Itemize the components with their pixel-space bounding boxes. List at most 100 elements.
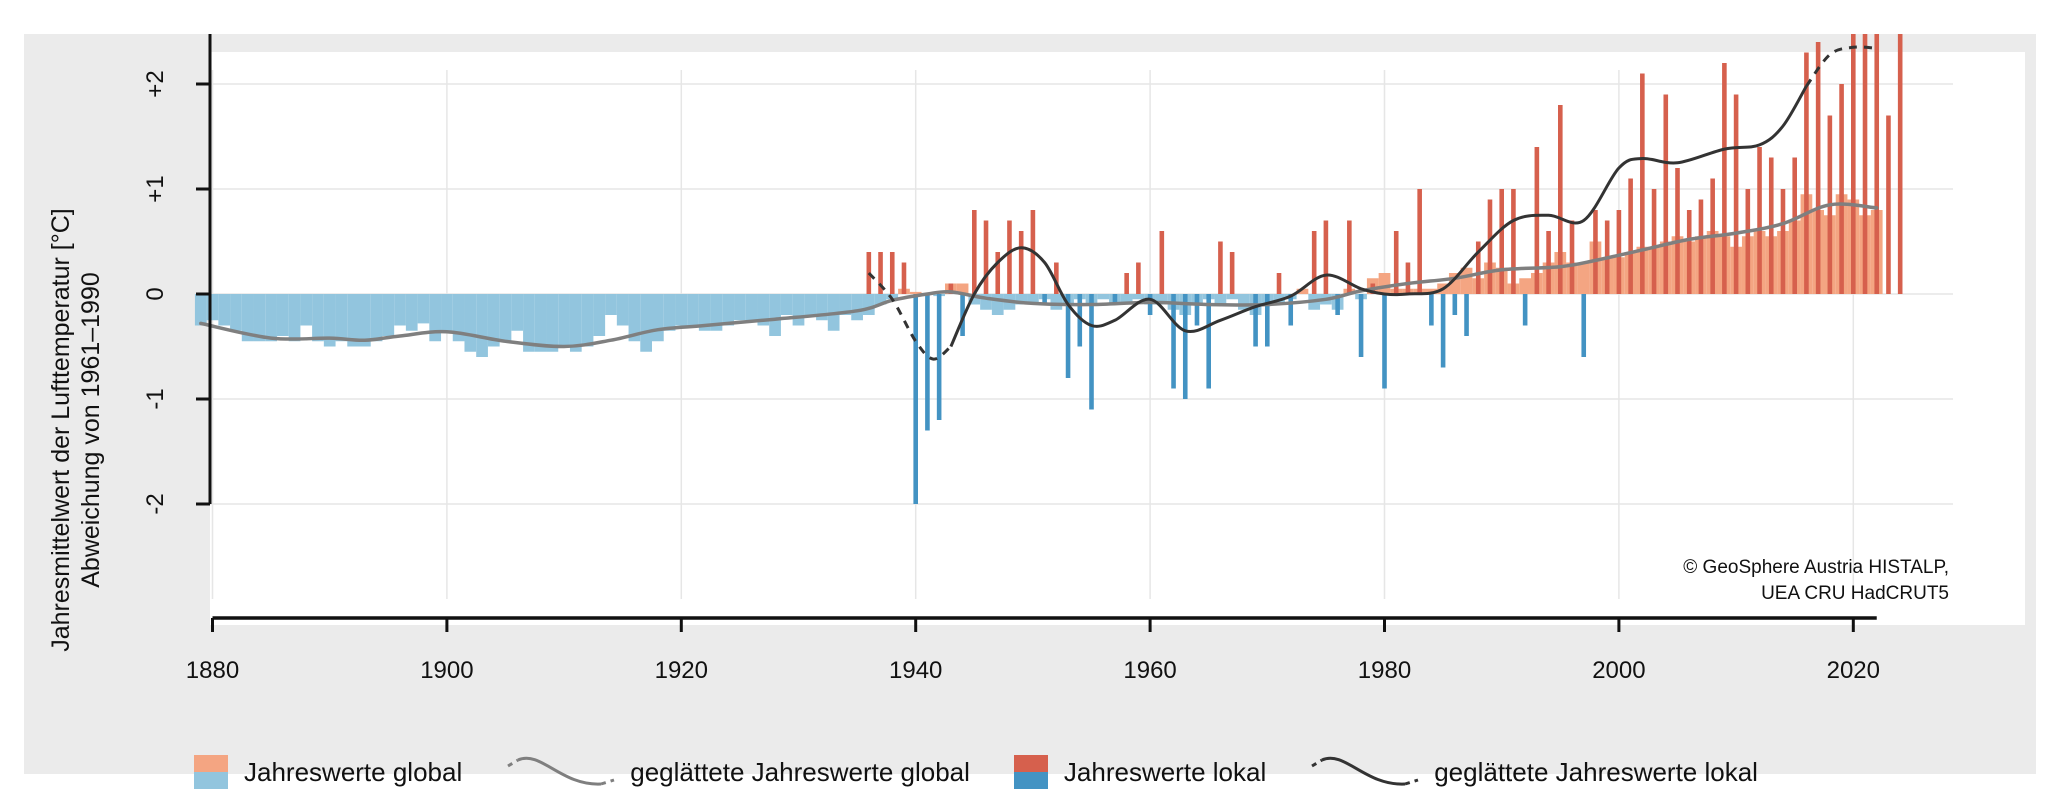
local-bar-2009	[1722, 63, 1727, 294]
global-bar-1973	[1296, 288, 1309, 294]
global-bar-1905	[499, 294, 512, 342]
local-bar-1966	[1218, 241, 1223, 294]
global-bar-1901	[452, 294, 465, 342]
x-tick-label-7: 2020	[1827, 657, 1880, 684]
global-bar-1897	[405, 294, 418, 331]
legend-item-local-smooth: geglättete Jahreswerte lokal	[1310, 754, 1758, 790]
local-bar-1939	[901, 262, 907, 294]
global-bar-1959	[1132, 294, 1145, 300]
global-bar-1956	[1097, 294, 1110, 300]
legend-label-local-bars: Jahreswerte lokal	[1063, 756, 1267, 787]
global-bar-1890	[323, 294, 336, 347]
global-bar-1886	[276, 294, 289, 336]
global-bar-1934	[839, 294, 852, 315]
copyright-line2: UEA CRU HadCRUT5	[1761, 583, 1949, 604]
global-bar-1915	[616, 294, 629, 326]
local-bar-1949	[1018, 231, 1024, 294]
legend-label-global-smooth: geglättete Jahreswerte global	[630, 756, 970, 787]
global-bar-1968	[1238, 294, 1250, 310]
global-bar-1961	[1155, 294, 1168, 305]
legend-item-local-bars: Jahreswerte lokal	[1013, 755, 1267, 789]
global-bar-1967	[1226, 294, 1238, 300]
global-bar-1929	[780, 294, 793, 315]
local-bar-1957	[1112, 294, 1118, 305]
local-bar-1994	[1546, 231, 1551, 294]
local-bar-1988	[1475, 241, 1481, 294]
local-bar-1948	[1007, 220, 1012, 294]
local-bar-2004	[1663, 94, 1669, 294]
local-bar-1987	[1464, 294, 1469, 336]
local-bar-2020	[1851, 34, 1856, 294]
global-bar-1898	[417, 294, 430, 324]
legend-label-local-smooth: geglättete Jahreswerte lokal	[1434, 756, 1758, 787]
local-bar-1963	[1182, 294, 1188, 399]
local-bars-swatch	[1013, 755, 1048, 789]
global-bar-1940	[909, 291, 922, 294]
local-bar-2017	[1815, 42, 1821, 294]
local-bar-1954	[1077, 294, 1083, 347]
x-tick-label-4: 1960	[1123, 657, 1176, 684]
x-tick-label-2: 1920	[655, 657, 708, 684]
global-bar-1912	[581, 294, 594, 347]
local-bar-1976	[1335, 294, 1340, 315]
global-bar-1950	[1027, 294, 1039, 305]
legend-item-global-smooth: geglättete Jahreswerte global	[506, 754, 970, 790]
global-bar-1928	[769, 294, 781, 336]
local-bar-1986	[1452, 294, 1458, 315]
global-bar-1884	[253, 294, 266, 342]
local-bar-2016	[1804, 52, 1809, 294]
local-bar-2014	[1780, 189, 1786, 294]
local-bar-1940	[913, 294, 918, 504]
bars-local	[866, 34, 1903, 504]
local-bar-1984	[1429, 294, 1434, 326]
local-bar-1972	[1288, 294, 1294, 326]
local-bar-1977	[1347, 220, 1352, 294]
global-bar-1931	[804, 294, 817, 315]
global-bar-1924	[722, 294, 735, 326]
local-bar-1962	[1171, 294, 1176, 389]
x-tick-label-1: 1900	[420, 657, 473, 684]
local-bar-1989	[1487, 199, 1493, 294]
local-bar-1942	[936, 294, 942, 420]
global-bar-1918	[652, 294, 664, 342]
local-bar-1996	[1569, 220, 1575, 294]
local-bar-1969	[1253, 294, 1258, 347]
x-tick-label-0: 1880	[186, 657, 239, 684]
local-bar-1993	[1534, 147, 1540, 294]
global-bar-1909	[546, 294, 559, 352]
global-bar-1952	[1050, 294, 1063, 310]
local-bar-1938	[889, 252, 895, 294]
global-bar-1902	[464, 294, 477, 352]
global-bar-1882	[230, 294, 242, 331]
global-bar-1958	[1120, 294, 1133, 305]
y-tick-label-5: -2	[142, 493, 169, 514]
copyright-line1: © GeoSphere Austria HISTALP,	[1683, 557, 1949, 578]
global-bar-1916	[628, 294, 641, 342]
local-bar-1985	[1440, 294, 1446, 368]
y-tick-label-3: 0	[142, 287, 169, 300]
global-bar-1966	[1214, 294, 1227, 305]
smoothed-global-line	[199, 202, 1879, 349]
local-bar-2007	[1698, 199, 1704, 294]
x-tick-label-3: 1940	[889, 657, 942, 684]
local-bar-2015	[1792, 157, 1797, 294]
global-bar-1947	[991, 294, 1004, 315]
local-bar-2003	[1651, 189, 1657, 294]
global-bar-1914	[605, 294, 617, 315]
global-bar-1926	[745, 294, 758, 321]
global-bar-1922	[698, 294, 711, 331]
global-bar-1927	[757, 294, 770, 326]
global-bar-1904	[487, 294, 500, 347]
global-bar-1903	[476, 294, 488, 357]
local-bar-2011	[1745, 189, 1751, 294]
y-tick-label-4: -1	[142, 388, 169, 409]
smoothed-local-line-dashed-end	[1805, 45, 1877, 87]
local-bar-1943	[948, 283, 954, 294]
global-bar-1887	[288, 294, 301, 342]
y-tick-label-2: +1	[142, 175, 169, 202]
local-bar-2019	[1839, 84, 1844, 294]
local-bar-2005	[1675, 168, 1680, 294]
y-tick-label-1: +2	[142, 70, 169, 97]
local-bar-1959	[1136, 262, 1141, 294]
local-bar-1970	[1265, 294, 1270, 347]
